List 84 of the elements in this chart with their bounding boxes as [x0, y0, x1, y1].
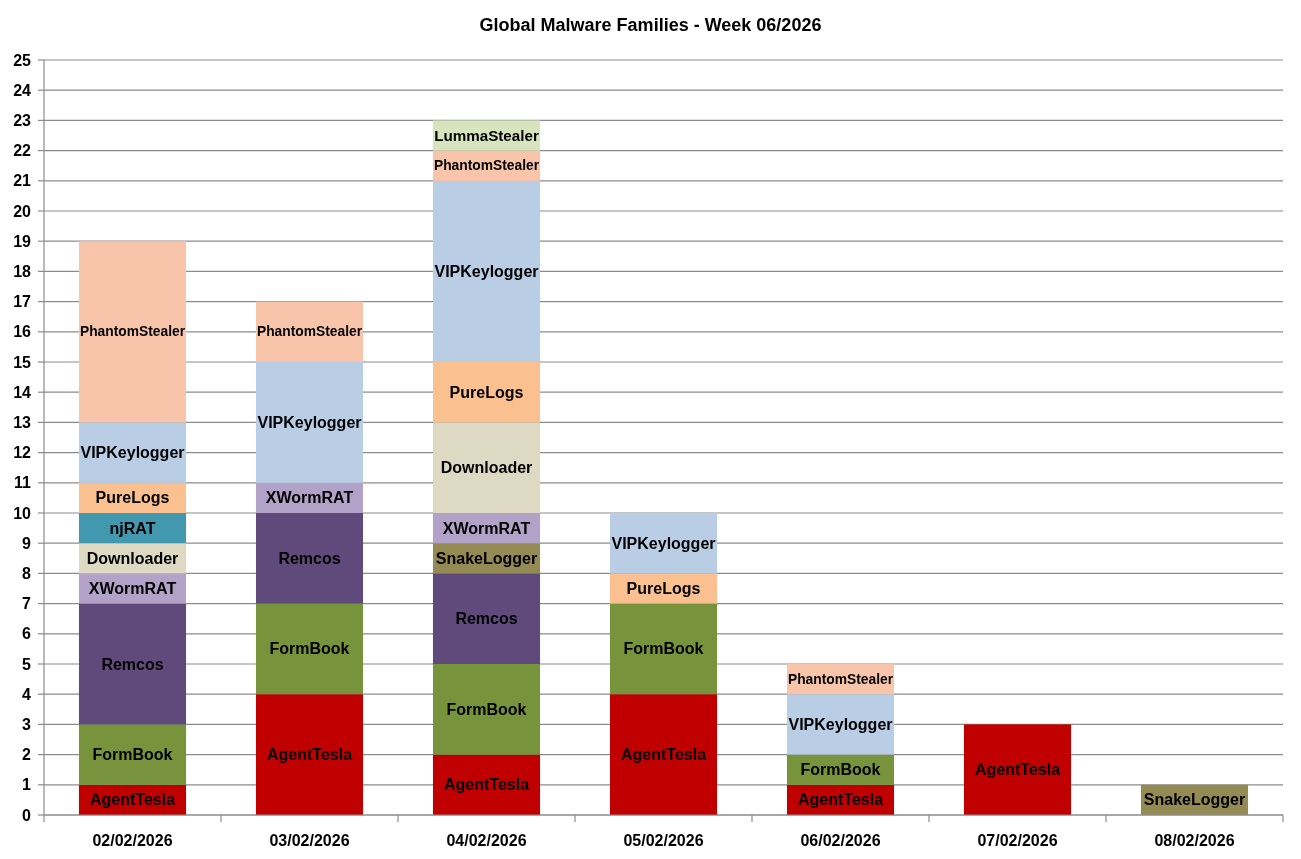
x-tick-label: 07/02/2026 [977, 831, 1058, 849]
series-label: VIPKeylogger [80, 444, 185, 462]
text: SnakeLogger [435, 549, 538, 567]
x-tick-label: 08/02/2026 [1154, 831, 1235, 849]
y-tick-label: 19 [13, 232, 32, 250]
text: PhantomStealer [787, 671, 894, 687]
text: AgentTesla [974, 761, 1061, 779]
text: AgentTesla [443, 776, 530, 794]
bar [963, 724, 1072, 815]
y-tick-label: 5 [22, 655, 32, 673]
bar [432, 664, 541, 755]
y-tick-label: 4 [22, 685, 32, 703]
bar [609, 694, 718, 815]
x-tick-label: 05/02/2026 [623, 831, 704, 849]
text: VIPKeylogger [257, 413, 362, 431]
series-label: Downloader [86, 549, 179, 567]
bar [432, 362, 541, 423]
text: PureLogs [449, 383, 524, 401]
x-tick-label: 04/02/2026 [446, 831, 527, 849]
y-tick-label: 8 [22, 564, 32, 582]
text: VIPKeylogger [788, 715, 893, 733]
y-tick-label: 15 [13, 353, 32, 371]
y-tick-label: 24 [13, 81, 32, 99]
y-tick-label: 25 [13, 51, 32, 69]
y-tick-label: 22 [13, 142, 32, 160]
y-tick-label: 13 [13, 413, 32, 431]
bar [78, 241, 187, 423]
text: PureLogs [626, 580, 701, 597]
series-label: FormBook [800, 761, 881, 779]
text: Remcos [278, 549, 341, 567]
text: XWormRAT [88, 580, 177, 597]
bar [255, 694, 364, 815]
y-tick-label: 17 [13, 293, 32, 311]
series-label: XWormRAT [265, 489, 354, 507]
y-tick-label: 0 [22, 806, 32, 824]
bar [432, 573, 541, 664]
x-tick-label: 06/02/2026 [800, 831, 881, 849]
x-tick-label: 03/02/2026 [269, 831, 350, 849]
y-tick-label: 7 [22, 595, 32, 613]
bar [609, 603, 718, 695]
text: FormBook [446, 700, 527, 718]
y-tick-label: 10 [13, 504, 32, 522]
series-label: PureLogs [95, 489, 170, 507]
bar [78, 603, 187, 725]
bar [255, 362, 364, 483]
text: Downloader [440, 459, 533, 477]
y-tick-label: 18 [13, 262, 32, 280]
text: FormBook [269, 640, 350, 658]
text: PhantomStealer [433, 158, 540, 174]
x-tick-label: 02/02/2026 [92, 831, 173, 849]
y-tick-label: 1 [22, 776, 32, 794]
bar [255, 603, 364, 695]
y-tick-label: 16 [13, 323, 32, 341]
bar [432, 180, 541, 362]
series-label: PhantomStealer [79, 324, 186, 340]
y-tick-label: 23 [13, 111, 32, 129]
bar [432, 422, 541, 513]
text: AgentTesla [266, 746, 353, 764]
text: VIPKeylogger [434, 262, 539, 280]
text: VIPKeylogger [611, 534, 716, 552]
text: PhantomStealer [256, 324, 363, 340]
text: XWormRAT [442, 519, 531, 537]
bar [255, 513, 364, 604]
y-tick-label: 20 [13, 202, 32, 220]
series-label: LummaStealer [434, 127, 539, 144]
text: FormBook [92, 746, 173, 764]
series-label: AgentTesla [89, 791, 176, 809]
y-tick-label: 6 [22, 625, 32, 643]
y-tick-label: 11 [14, 474, 32, 492]
series-label: Remcos [455, 610, 518, 628]
bar [78, 724, 187, 785]
y-tick-label: 21 [13, 172, 32, 190]
y-tick-label: 2 [22, 746, 32, 764]
text: AgentTesla [620, 746, 707, 764]
chart-title: Global Malware Families - Week 06/2026 [479, 15, 822, 35]
y-tick-label: 12 [13, 444, 32, 462]
series-label: SnakeLogger [1143, 791, 1246, 809]
text: FormBook [623, 640, 704, 658]
series-label: njRAT [109, 519, 156, 537]
y-tick-label: 9 [22, 534, 32, 552]
text: Remcos [101, 655, 164, 673]
y-tick-label: 14 [13, 383, 32, 401]
y-tick-label: 3 [22, 715, 32, 733]
text: AgentTesla [797, 791, 884, 809]
